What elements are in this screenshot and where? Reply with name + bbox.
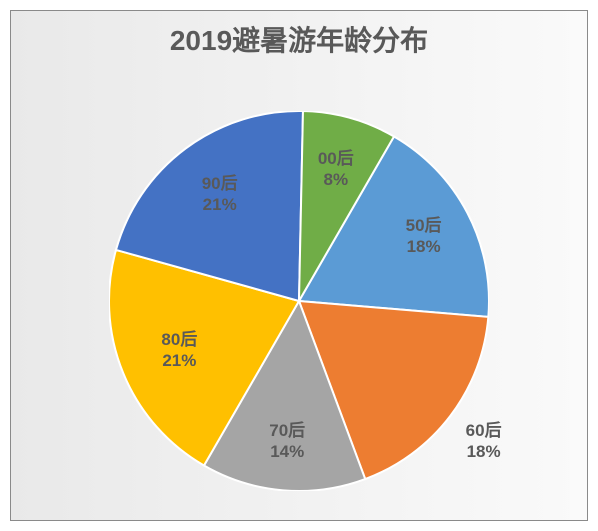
slice-label-pct: 21%	[161, 350, 197, 371]
slice-label-name: 50后	[406, 215, 442, 236]
slice-label: 60后18%	[466, 420, 502, 463]
slice-label: 80后21%	[161, 329, 197, 372]
slice-label: 70后14%	[269, 420, 305, 463]
chart-panel: 2019避暑游年龄分布 50后18%60后18%70后14%80后21%90后2…	[10, 10, 588, 521]
slice-label-name: 80后	[161, 329, 197, 350]
slice-label-pct: 21%	[202, 194, 238, 215]
pie-area: 50后18%60后18%70后14%80后21%90后21%00后8%	[109, 111, 489, 491]
slice-label: 50后18%	[406, 215, 442, 258]
chart-title: 2019避暑游年龄分布	[170, 19, 428, 59]
slice-label-pct: 18%	[466, 441, 502, 462]
slice-label-name: 90后	[202, 173, 238, 194]
slice-label-name: 00后	[318, 148, 354, 169]
slice-label-pct: 18%	[406, 236, 442, 257]
slice-label-pct: 14%	[269, 441, 305, 462]
chart-container: 2019避暑游年龄分布 50后18%60后18%70后14%80后21%90后2…	[0, 0, 598, 531]
slice-label-name: 70后	[269, 420, 305, 441]
slice-label: 00后8%	[318, 148, 354, 191]
slice-label-pct: 8%	[318, 169, 354, 190]
slice-label-name: 60后	[466, 420, 502, 441]
slice-label: 90后21%	[202, 173, 238, 216]
